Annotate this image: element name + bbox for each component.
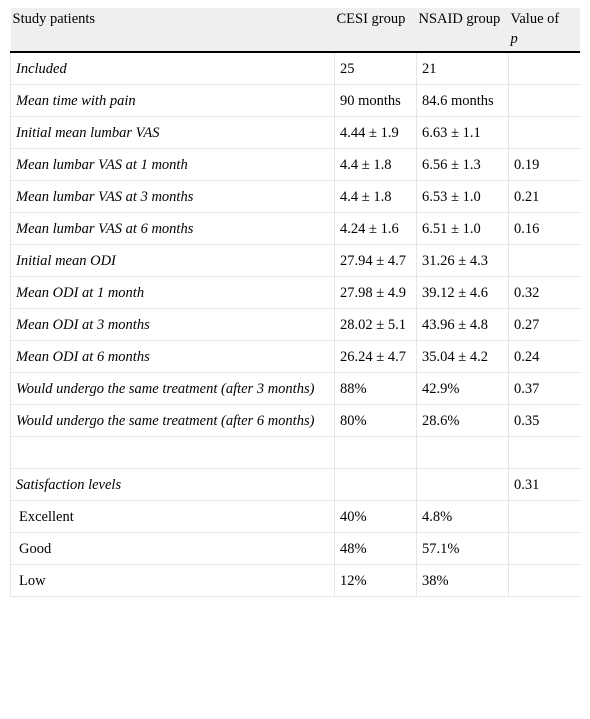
header-study-patients: Study patients — [10, 8, 335, 53]
header-p: p — [510, 31, 518, 47]
nsaid-value: 6.51 ± 1.0 — [416, 212, 509, 245]
p-value: 0.16 — [508, 212, 580, 245]
cesi-value: 4.4 ± 1.8 — [334, 148, 417, 181]
row-label: Mean ODI at 1 month — [10, 276, 335, 309]
cesi-value: 4.24 ± 1.6 — [334, 212, 417, 245]
p-value: 0.27 — [508, 308, 580, 341]
p-value — [508, 51, 580, 85]
table-row: Mean ODI at 1 month 27.98 ± 4.9 39.12 ± 4.… — [10, 276, 580, 309]
nsaid-value: 31.26 ± 4.3 — [416, 244, 509, 277]
p-value — [508, 564, 580, 597]
table-row: Mean lumbar VAS at 6 months 4.24 ± 1.6 6.5… — [10, 212, 580, 245]
nsaid-value: 38% — [416, 564, 509, 597]
p-value — [508, 532, 580, 565]
p-value: 0.24 — [508, 340, 580, 373]
p-value: 0.37 — [508, 372, 580, 405]
table-row-empty — [10, 436, 580, 469]
row-label: Mean lumbar VAS at 6 months — [10, 212, 335, 245]
row-label: Satisfaction levels — [10, 468, 335, 501]
table-row: Good 48% 57.1% — [10, 532, 580, 565]
cesi-value: 4.4 ± 1.8 — [334, 180, 417, 213]
header-value-of: Value of — [510, 11, 560, 27]
nsaid-value: 6.63 ± 1.1 — [416, 116, 509, 149]
p-value — [508, 116, 580, 149]
cesi-value: 4.44 ± 1.9 — [334, 116, 417, 149]
cesi-value: 28.02 ± 5.1 — [334, 308, 417, 341]
nsaid-value: 84.6 months — [416, 84, 509, 117]
cesi-value: 48% — [334, 532, 417, 565]
p-value — [508, 244, 580, 277]
cesi-value — [334, 468, 417, 501]
nsaid-value: 39.12 ± 4.6 — [416, 276, 509, 309]
header-cesi-group: CESI group — [334, 8, 417, 53]
p-value: 0.21 — [508, 180, 580, 213]
table-body: Included 25 21 Mean time with pain 90 month… — [10, 51, 580, 597]
results-table-container: Study patients CESI group NSAID group Va… — [10, 8, 580, 710]
row-label: Initial mean lumbar VAS — [10, 116, 335, 149]
cesi-value: 90 months — [334, 84, 417, 117]
row-label — [10, 436, 335, 469]
nsaid-value: 6.56 ± 1.3 — [416, 148, 509, 181]
row-label: Mean lumbar VAS at 1 month — [10, 148, 335, 181]
nsaid-value: 57.1% — [416, 532, 509, 565]
p-value — [508, 436, 580, 469]
row-label: Low — [10, 564, 335, 597]
row-label: Mean ODI at 3 months — [10, 308, 335, 341]
p-value — [508, 84, 580, 117]
header-row: Study patients CESI group NSAID group Va… — [10, 8, 580, 53]
nsaid-value: 28.6% — [416, 404, 509, 437]
table-row: Initial mean ODI 27.94 ± 4.7 31.26 ± 4.3 — [10, 244, 580, 277]
nsaid-value: 6.53 ± 1.0 — [416, 180, 509, 213]
nsaid-value — [416, 468, 509, 501]
p-value: 0.32 — [508, 276, 580, 309]
nsaid-value: 42.9% — [416, 372, 509, 405]
table-row: Initial mean lumbar VAS 4.44 ± 1.9 6.63 ± … — [10, 116, 580, 149]
table-header: Study patients CESI group NSAID group Va… — [10, 8, 580, 53]
header-nsaid-group: NSAID group — [416, 8, 509, 53]
table-row: Mean ODI at 3 months 28.02 ± 5.1 43.96 ± 4… — [10, 308, 580, 341]
row-label: Would undergo the same treatment (after … — [10, 372, 335, 405]
header-p-value: Value of p — [508, 8, 580, 53]
row-label: Mean time with pain — [10, 84, 335, 117]
cesi-value: 12% — [334, 564, 417, 597]
p-value: 0.35 — [508, 404, 580, 437]
cesi-value: 27.94 ± 4.7 — [334, 244, 417, 277]
table-row: Mean ODI at 6 months 26.24 ± 4.7 35.04 ± 4… — [10, 340, 580, 373]
table-row: Would undergo the same treatment (after … — [10, 372, 580, 405]
nsaid-value: 35.04 ± 4.2 — [416, 340, 509, 373]
cesi-value: 88% — [334, 372, 417, 405]
table-row: Included 25 21 — [10, 51, 580, 85]
row-label: Would undergo the same treatment (after … — [10, 404, 335, 437]
nsaid-value — [416, 436, 509, 469]
table-row: Excellent 40% 4.8% — [10, 500, 580, 533]
cesi-value — [334, 436, 417, 469]
p-value — [508, 500, 580, 533]
cesi-value: 26.24 ± 4.7 — [334, 340, 417, 373]
table-row: Mean lumbar VAS at 1 month 4.4 ± 1.8 6.56 … — [10, 148, 580, 181]
row-label: Good — [10, 532, 335, 565]
row-label: Initial mean ODI — [10, 244, 335, 277]
p-value: 0.31 — [508, 468, 580, 501]
cesi-value: 80% — [334, 404, 417, 437]
nsaid-value: 4.8% — [416, 500, 509, 533]
table-row: Would undergo the same treatment (after … — [10, 404, 580, 437]
row-label: Mean lumbar VAS at 3 months — [10, 180, 335, 213]
table-row: Mean time with pain 90 months 84.6 months — [10, 84, 580, 117]
nsaid-value: 43.96 ± 4.8 — [416, 308, 509, 341]
table-row: Satisfaction levels 0.31 — [10, 468, 580, 501]
row-label: Included — [10, 51, 335, 85]
row-label: Excellent — [10, 500, 335, 533]
cesi-value: 40% — [334, 500, 417, 533]
nsaid-value: 21 — [416, 51, 509, 85]
table-row: Low 12% 38% — [10, 564, 580, 597]
p-value: 0.19 — [508, 148, 580, 181]
cesi-value: 25 — [334, 51, 417, 85]
row-label: Mean ODI at 6 months — [10, 340, 335, 373]
results-table: Study patients CESI group NSAID group Va… — [10, 8, 580, 597]
cesi-value: 27.98 ± 4.9 — [334, 276, 417, 309]
table-row: Mean lumbar VAS at 3 months 4.4 ± 1.8 6.53… — [10, 180, 580, 213]
